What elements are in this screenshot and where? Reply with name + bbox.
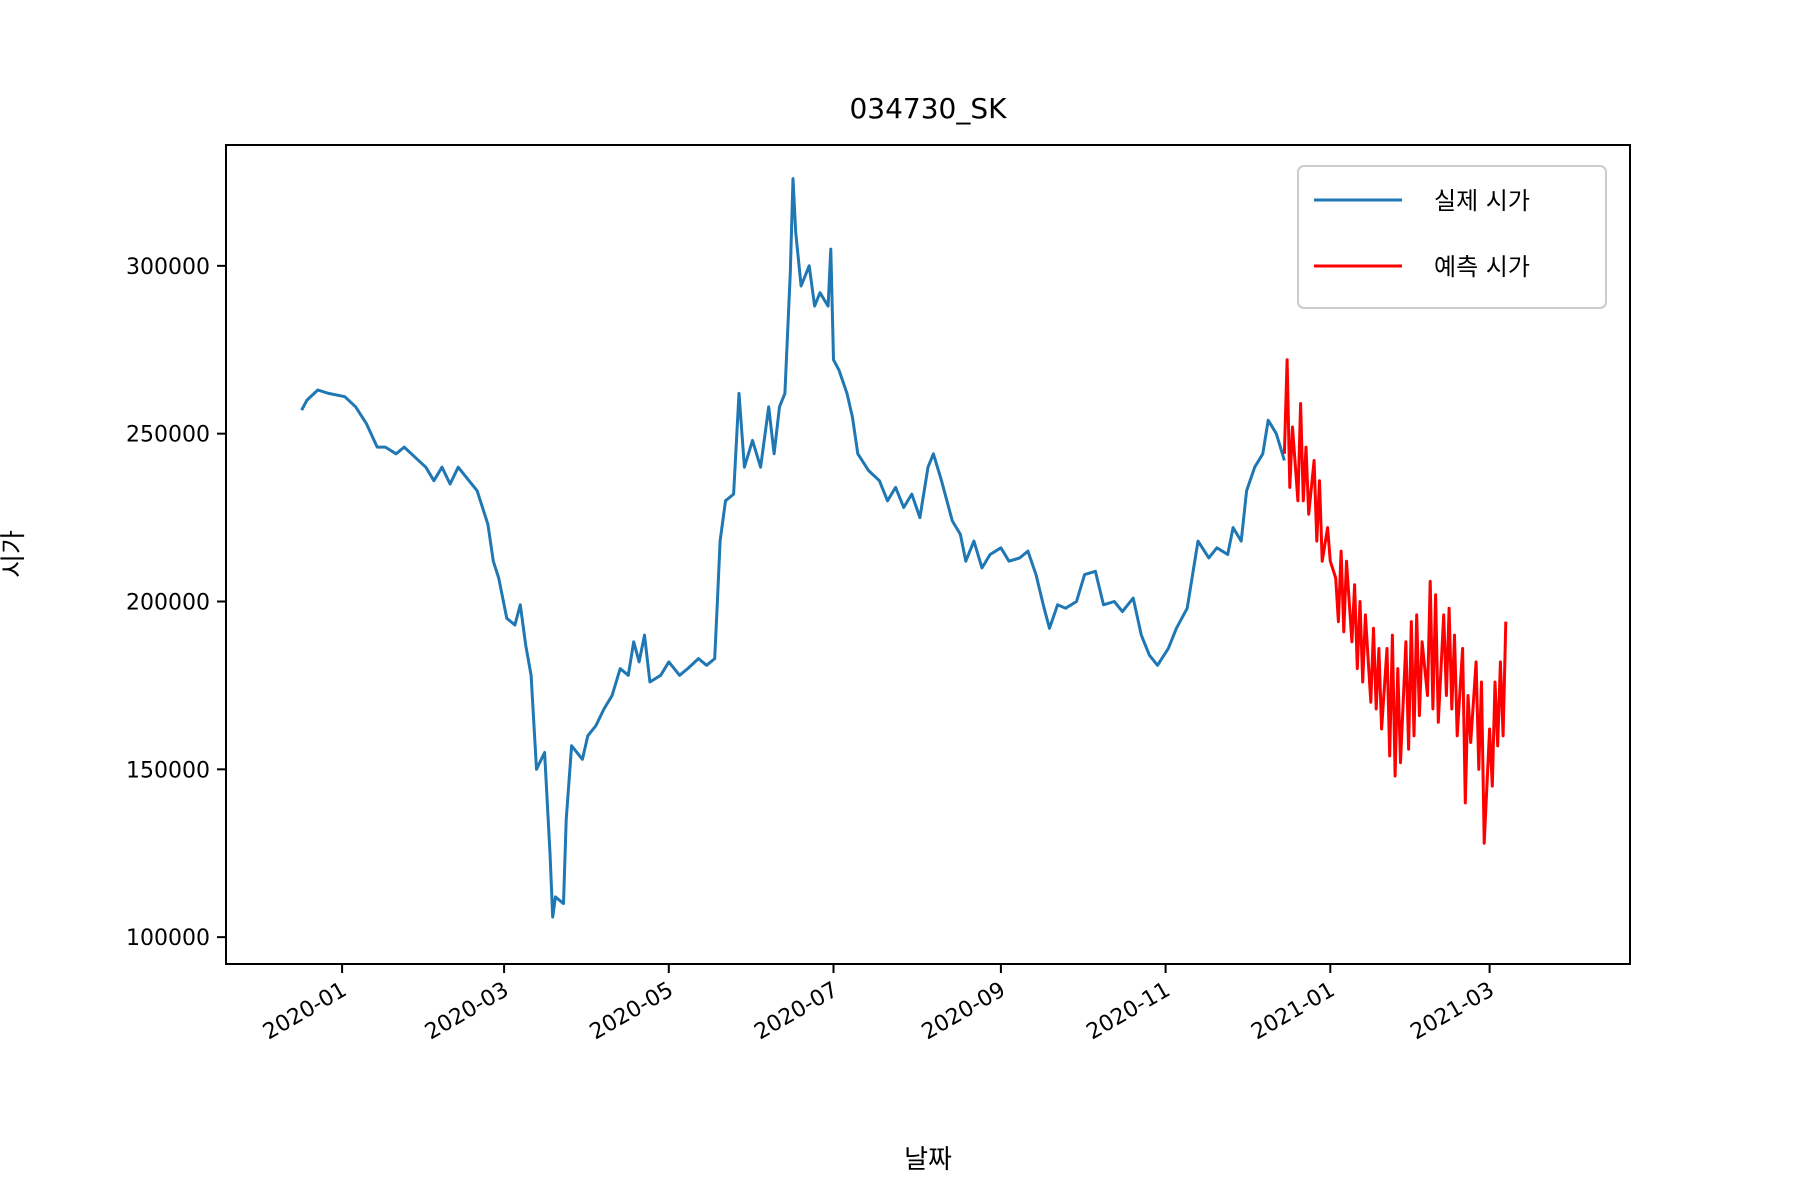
chart-title: 034730_SK [849,92,1007,125]
y-axis-label: 시가 [0,530,29,578]
series-line-predicted [1282,358,1508,845]
y-tick-label: 250000 [126,423,210,448]
legend-label-actual: 실제 시가 [1434,187,1530,215]
y-tick-label: 150000 [126,758,210,783]
y-tick-label: 300000 [126,255,210,280]
legend-label-predicted: 예측 시가 [1434,253,1530,281]
x-axis-label: 날짜 [904,1145,952,1175]
plot-layer [300,177,1508,919]
y-tick-label: 200000 [126,590,210,615]
series-line-actual [300,177,1286,919]
plot-frame [225,144,1631,965]
y-axis: 100000 150000 200000 250000 300000 [126,255,226,951]
legend: 실제 시가 예측 시가 [1297,165,1607,309]
y-tick-label: 100000 [126,926,210,951]
